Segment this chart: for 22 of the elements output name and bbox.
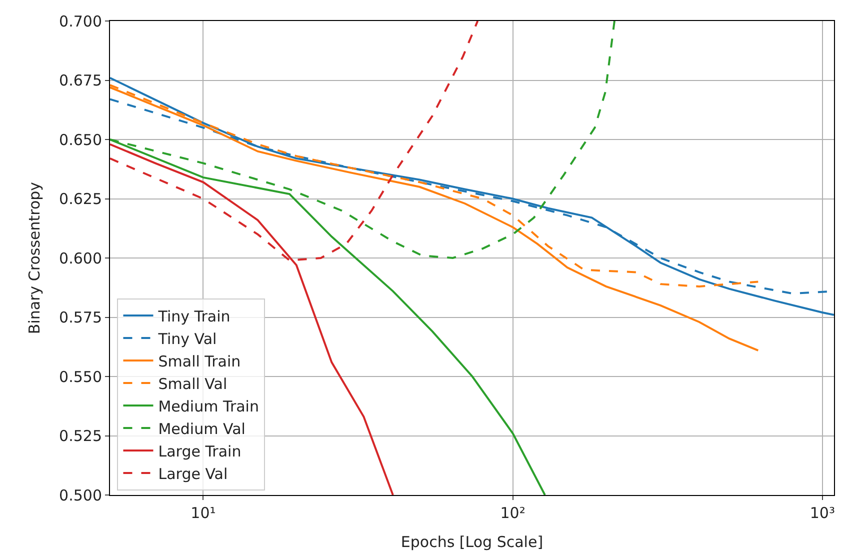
legend-label: Medium Val xyxy=(158,420,246,438)
y-tick-label: 0.700 xyxy=(59,12,102,30)
y-tick-label: 0.550 xyxy=(59,368,102,386)
y-tick-label: 0.675 xyxy=(59,72,102,90)
x-tick-label: 10² xyxy=(500,504,526,522)
legend-label: Small Val xyxy=(158,374,228,393)
y-tick-label: 0.625 xyxy=(59,190,102,208)
y-tick-label: 0.500 xyxy=(59,486,102,504)
legend-label: Small Train xyxy=(158,352,241,370)
legend-label: Tiny Val xyxy=(157,330,217,348)
x-axis-title: Epochs [Log Scale] xyxy=(400,533,544,551)
legend-label: Large Val xyxy=(158,464,228,483)
legend-label: Tiny Train xyxy=(157,307,230,326)
y-tick-label: 0.525 xyxy=(59,427,102,445)
y-tick-label: 0.650 xyxy=(59,130,102,149)
y-tick-label: 0.600 xyxy=(59,249,102,268)
legend-label: Medium Train xyxy=(158,397,259,416)
x-tick-label: 10¹ xyxy=(190,504,216,522)
y-tick-label: 0.575 xyxy=(59,308,102,326)
legend-label: Large Train xyxy=(158,442,242,460)
y-axis-title: Binary Crossentropy xyxy=(25,182,44,334)
x-tick-label: 10³ xyxy=(810,504,835,522)
